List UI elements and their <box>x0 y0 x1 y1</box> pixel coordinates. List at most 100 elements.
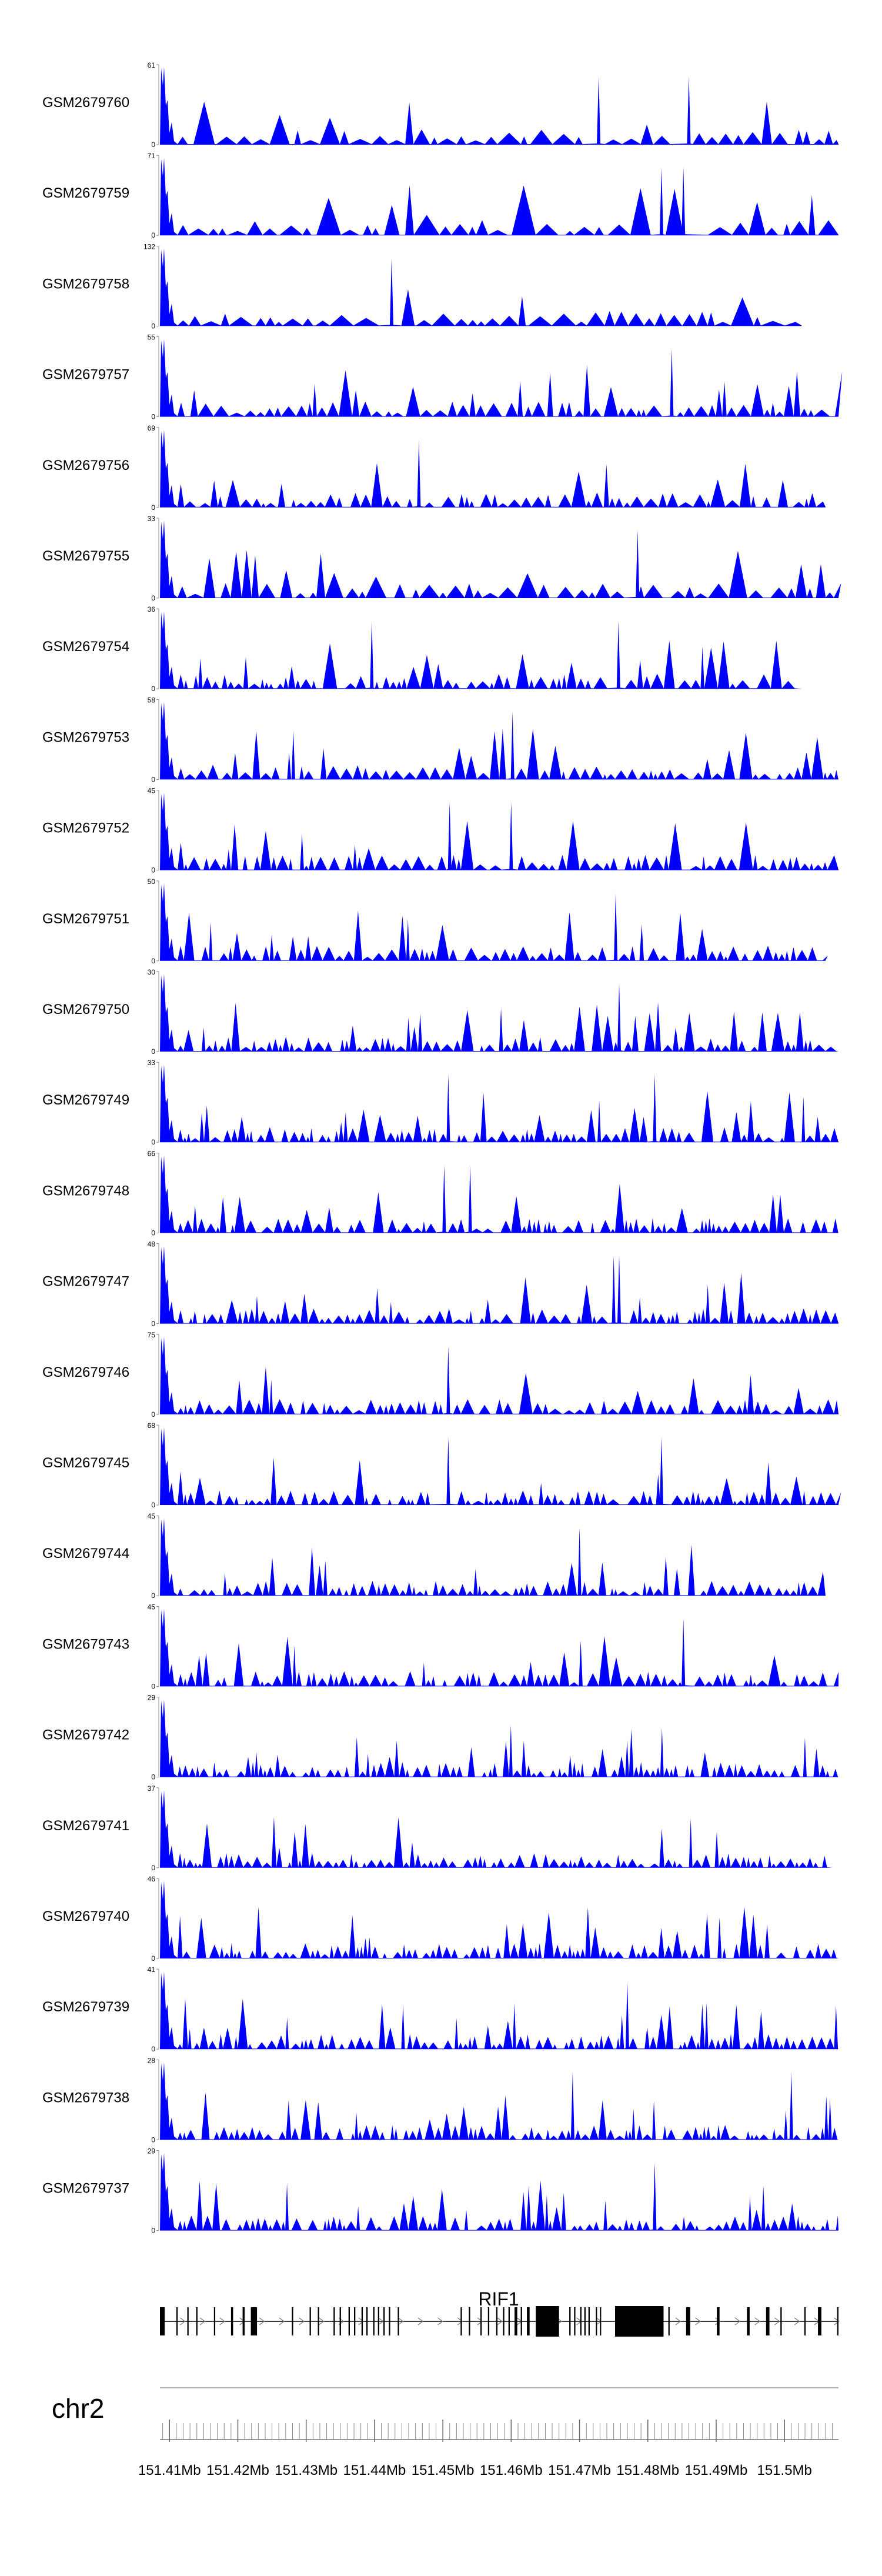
track-ymin-label: 0 <box>151 866 155 875</box>
coverage-area <box>160 67 838 145</box>
track-ymin-label: 0 <box>151 2227 155 2235</box>
gene-exon <box>176 2307 178 2335</box>
gene-exon <box>333 2307 335 2335</box>
gene-exon <box>717 2307 720 2335</box>
track-label: GSM2679737 <box>42 2181 129 2197</box>
gene-exon <box>389 2307 390 2335</box>
strand-arrow <box>219 2317 225 2325</box>
coverage-area <box>160 974 838 1052</box>
track-label: GSM2679745 <box>42 1455 129 1471</box>
coverage-area <box>160 1881 838 1958</box>
coverage-area <box>160 429 826 508</box>
strand-arrow <box>397 2317 404 2325</box>
track-ymax-label: 29 <box>148 2147 156 2155</box>
track-label: GSM2679738 <box>42 2090 129 2105</box>
coverage-area <box>160 1336 838 1414</box>
gene-exon <box>527 2307 530 2335</box>
track-label: GSM2679757 <box>42 367 129 383</box>
track-ymin-label: 0 <box>151 1591 155 1600</box>
axis-tick-label: 151.41Mb <box>138 2462 201 2478</box>
gene-exon <box>574 2307 576 2335</box>
track-label: GSM2679742 <box>42 1727 129 1743</box>
track-ymin-label: 0 <box>151 503 155 512</box>
track-ymin-label: 0 <box>151 141 155 149</box>
track-GSM2679755: GSM2679755 33 0 <box>42 515 841 602</box>
gene-exon <box>469 2307 470 2335</box>
coverage-area <box>160 883 828 961</box>
track-GSM2679742: GSM2679742 29 0 <box>42 1694 838 1781</box>
axis-tick-label: 151.45Mb <box>412 2462 475 2478</box>
coverage-area <box>160 1427 841 1505</box>
track-ymax-label: 46 <box>148 1875 156 1883</box>
track-GSM2679743: GSM2679743 45 0 <box>42 1603 838 1690</box>
coverage-area <box>160 1065 838 1143</box>
gene-exon <box>242 2307 245 2335</box>
gene-exon <box>496 2307 498 2335</box>
strand-arrow <box>358 2317 364 2325</box>
coverage-area <box>160 1699 838 1777</box>
track-ymax-label: 132 <box>143 242 155 251</box>
track-ymax-label: 71 <box>148 152 156 160</box>
strand-arrow <box>695 2317 701 2325</box>
track-ymin-label: 0 <box>151 231 155 239</box>
track-label: GSM2679740 <box>42 1908 129 1924</box>
coverage-area <box>160 792 838 870</box>
track-ymax-label: 36 <box>148 605 156 613</box>
track-ymax-label: 75 <box>148 1331 156 1339</box>
track-label: GSM2679749 <box>42 1092 129 1108</box>
gene-exon <box>780 2307 782 2335</box>
track-GSM2679754: GSM2679754 36 0 <box>42 605 803 693</box>
strand-arrow <box>477 2317 483 2325</box>
track-GSM2679740: GSM2679740 46 0 <box>42 1875 838 1963</box>
gene-exon <box>837 2307 838 2335</box>
gene-exon <box>536 2306 559 2337</box>
track-ymax-label: 68 <box>148 1422 156 1430</box>
track-ymin-label: 0 <box>151 1410 155 1419</box>
gene-exon <box>366 2307 368 2335</box>
gene-exon <box>508 2307 510 2335</box>
track-GSM2679741: GSM2679741 37 0 <box>42 1784 833 1872</box>
track-GSM2679748: GSM2679748 66 0 <box>42 1149 838 1237</box>
track-ymin-label: 0 <box>151 594 155 602</box>
axis-tick-label: 151.5Mb <box>757 2462 811 2478</box>
gene-exon <box>747 2307 750 2335</box>
track-label: GSM2679759 <box>42 185 129 201</box>
gene-exon <box>520 2307 522 2335</box>
coverage-area <box>160 2062 838 2140</box>
track-GSM2679760: GSM2679760 61 0 <box>42 61 838 149</box>
track-ymin-label: 0 <box>151 1954 155 1963</box>
gene-exon <box>584 2307 586 2335</box>
gene-exon <box>588 2307 590 2335</box>
gene-exon <box>292 2307 293 2335</box>
track-GSM2679739: GSM2679739 41 0 <box>42 1966 838 2053</box>
axis-tick-label: 151.43Mb <box>275 2462 338 2478</box>
axis-tick-label: 151.49Mb <box>685 2462 748 2478</box>
strand-arrow <box>417 2317 423 2325</box>
track-ymin-label: 0 <box>151 1229 155 1237</box>
gene-exon <box>250 2307 258 2335</box>
gene-exon <box>503 2307 505 2335</box>
track-label: GSM2679739 <box>42 1999 129 2015</box>
chromosome-label: chr2 <box>52 2393 104 2424</box>
track-ymin-label: 0 <box>151 775 155 783</box>
track-label: GSM2679754 <box>42 639 129 655</box>
gene-exon <box>580 2307 582 2335</box>
coverage-area <box>160 1246 838 1324</box>
axis-tick-label: 151.47Mb <box>548 2462 611 2478</box>
gene-exon <box>397 2307 399 2335</box>
strand-arrow <box>794 2317 800 2325</box>
strand-arrow <box>734 2317 741 2325</box>
track-label: GSM2679758 <box>42 276 129 292</box>
track-ymax-label: 28 <box>148 2056 156 2064</box>
axis-tick-label: 151.44Mb <box>343 2462 406 2478</box>
track-GSM2679738: GSM2679738 28 0 <box>42 2056 838 2144</box>
track-ymin-label: 0 <box>151 1682 155 1690</box>
gene-exon <box>487 2307 490 2335</box>
gene-exon <box>230 2307 233 2335</box>
strand-arrow <box>259 2317 265 2325</box>
coverage-area <box>160 1518 826 1596</box>
strand-arrow <box>378 2317 384 2325</box>
strand-arrow <box>457 2317 463 2325</box>
track-GSM2679737: GSM2679737 29 0 <box>42 2147 838 2235</box>
